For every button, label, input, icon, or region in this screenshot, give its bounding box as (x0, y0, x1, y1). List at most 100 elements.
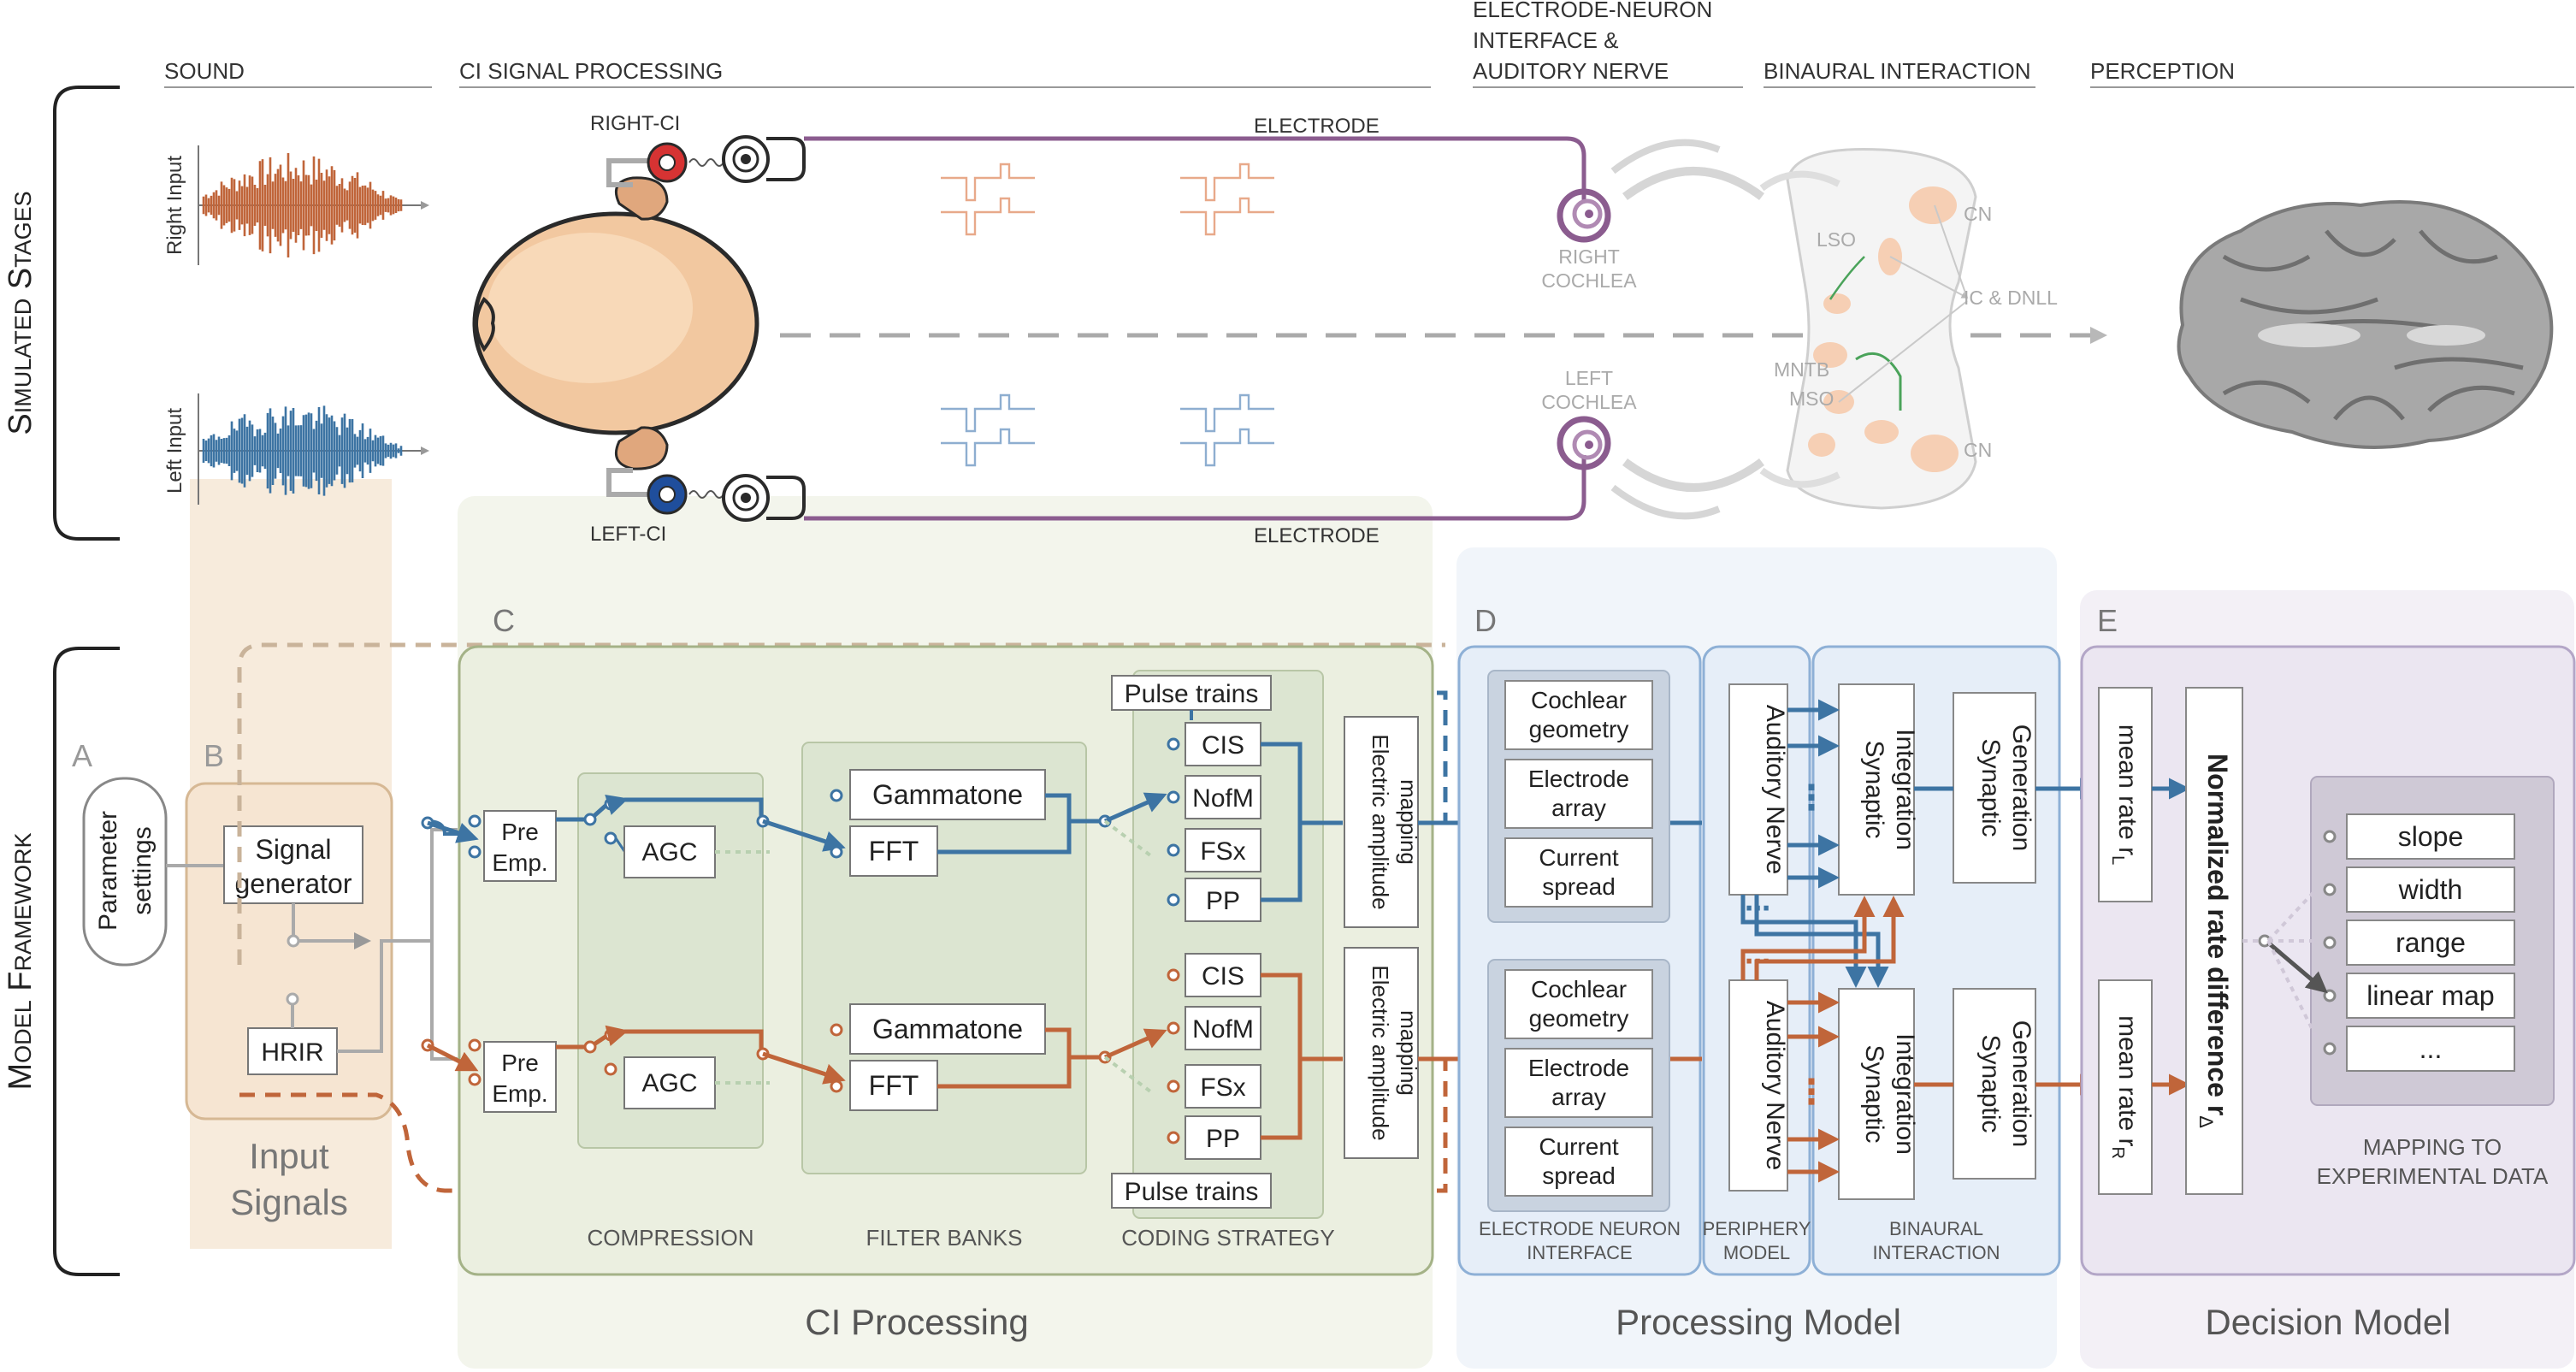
parameter-settings-label-1: Parameter (94, 811, 122, 931)
mapping-label-1-bottom: Electric amplitude (1368, 965, 1393, 1140)
left-ci-label: LEFT-CI (590, 523, 666, 546)
auditory-nerve-box-top[interactable] (1728, 683, 1788, 896)
left-cochlea-label-1: LEFT (1565, 367, 1613, 389)
left-ci-device: LEFT-CI (590, 468, 806, 546)
coding-strategy-list-top: CIS NofM FSx PP (1167, 722, 1261, 922)
hrir-box[interactable] (247, 1027, 338, 1075)
left-cochlea-label-2: COCHLEA (1541, 391, 1637, 413)
normalized-rate-difference-box[interactable] (2185, 687, 2243, 1195)
electric-amplitude-mapping-bottom[interactable] (1344, 947, 1419, 1159)
pre-emp-label-2-bottom: Emp. (492, 1080, 547, 1107)
electric-amplitude-mapping-top[interactable] (1344, 716, 1419, 928)
pulse-train-sketches (941, 163, 1274, 467)
gammatone-box-top[interactable] (849, 769, 1046, 820)
synaptic-integration-label-1-bottom: Synaptic (1860, 1044, 1888, 1143)
mapping-caption-1: MAPPING TO (2363, 1134, 2502, 1160)
current-spread-box-bottom[interactable] (1504, 1127, 1653, 1197)
input-signals-title-1: Input (249, 1136, 329, 1176)
strategy-fsx-box-top[interactable] (1185, 828, 1261, 872)
pulse-trains-box-bottom[interactable] (1111, 1173, 1272, 1209)
pre-emp-label-1-top: Pre (501, 819, 539, 845)
pre-emp-label-1-bottom: Pre (501, 1050, 539, 1076)
synaptic-integration-label-1-top: Synaptic (1860, 740, 1888, 838)
strategy-pp-box-bottom[interactable] (1185, 1115, 1261, 1160)
strategy-nofm-label-bottom: NofM (1192, 1015, 1254, 1044)
left-cochlea: LEFT COCHLEA (1541, 367, 1764, 520)
mean-rate-left-label: mean rate rL (2108, 724, 2142, 866)
side-label-model-framework: Model Framework (3, 833, 38, 1091)
cochlear-geometry-box-bottom[interactable] (1504, 969, 1653, 1039)
signal-generator-box[interactable] (223, 825, 363, 904)
cochlear-label-2-bottom: geometry (1529, 1005, 1629, 1032)
strategy-nofm-box-bottom[interactable] (1185, 1006, 1261, 1050)
mntb-label: MNTB (1774, 358, 1829, 381)
binaural-caption-1: BINAURAL (1889, 1218, 1983, 1239)
eni-stack-top: Cochlear geometry Electrode array Curren… (1487, 670, 1670, 923)
mean-rate-right-label: mean rate rR (2108, 1015, 2142, 1159)
filter-banks-caption: FILTER BANKS (866, 1225, 1022, 1251)
header-electrode-neuron-3: AUDITORY NERVE (1473, 58, 1669, 84)
synaptic-generation-box-top[interactable] (1953, 692, 2036, 884)
side-label-simulated-stages: Simulated Stages (3, 191, 38, 435)
mean-rate-left-box[interactable] (2098, 687, 2153, 902)
pre-emp-box-top[interactable] (483, 810, 557, 882)
mapping-option-1[interactable] (2346, 866, 2515, 913)
decision-model-title: Decision Model (2205, 1302, 2450, 1342)
synaptic-generation-label-2-bottom: Generation (2007, 1020, 2035, 1147)
header-electrode-neuron-1: ELECTRODE-NEURON (1473, 0, 1712, 22)
mean-rate-right-box[interactable] (2098, 979, 2153, 1195)
svg-text:⋮: ⋮ (1794, 1073, 1829, 1111)
current-spread-label-2-bottom: spread (1542, 1162, 1616, 1189)
synaptic-integration-box-bottom[interactable] (1838, 988, 1915, 1200)
left-input-waveform (202, 405, 403, 496)
agc-label-top: AGC (641, 838, 697, 866)
mapping-option-0[interactable] (2346, 813, 2515, 860)
electrode-array-box-top[interactable] (1504, 759, 1653, 829)
mapping-option-2[interactable] (2346, 920, 2515, 966)
eni-caption-2: INTERFACE (1527, 1242, 1632, 1263)
strategy-nofm-label-top: NofM (1192, 784, 1254, 813)
synaptic-generation-box-bottom[interactable] (1953, 988, 2036, 1180)
right-ci-label: RIGHT-CI (590, 112, 680, 135)
gammatone-box-bottom[interactable] (849, 1003, 1046, 1055)
cn-label-bottom: CN (1964, 439, 1992, 461)
pre-emp-box-bottom[interactable] (483, 1041, 557, 1113)
strategy-cis-box-bottom[interactable] (1185, 953, 1261, 997)
cochlear-label-2-top: geometry (1529, 716, 1629, 742)
parameter-dash-tan (237, 642, 1445, 965)
periphery-caption-1: PERIPHERY (1703, 1218, 1811, 1239)
cn-label-top: CN (1964, 203, 1992, 225)
normalized-rate-difference-label: Normalized rate difference rΔ (2195, 754, 2233, 1128)
electrode-wire-right (804, 136, 1586, 202)
eni-stack-bottom: Cochlear geometry Electrode array Curren… (1487, 959, 1670, 1212)
mapping-option-3[interactable] (2346, 973, 2515, 1019)
mapping-option-label-1: width (2398, 874, 2463, 905)
mapping-option-4[interactable] (2346, 1026, 2515, 1072)
mapping-label-2-top: mapping (1396, 779, 1421, 865)
panel-letter-a: A (72, 738, 92, 773)
right-cochlea-label-1: RIGHT (1558, 245, 1620, 268)
current-spread-label-1-bottom: Current (1539, 1133, 1619, 1160)
mapping-label-1-top: Electric amplitude (1368, 734, 1393, 909)
electrode-array-box-bottom[interactable] (1504, 1048, 1653, 1118)
cochlear-label-1-top: Cochlear (1531, 687, 1627, 713)
strategy-nofm-box-top[interactable] (1185, 775, 1261, 819)
auditory-nerve-label-bottom: Auditory Nerve (1761, 1001, 1789, 1170)
parameter-settings-box[interactable] (82, 777, 168, 967)
mapping-option-label-2: range (2396, 927, 2466, 958)
fft-box-bottom[interactable] (849, 1060, 938, 1111)
fft-label-top: FFT (869, 836, 919, 866)
compression-caption: COMPRESSION (587, 1225, 753, 1251)
right-input-label: Right Input (163, 156, 186, 255)
electrode-array-label-1-bottom: Electrode (1528, 1055, 1629, 1081)
nerve-to-integration-arrows: ⋮ ⋮ ⋯ ⋯ (1740, 699, 1905, 1183)
ci-chain-top: Pre Emp. AGC Gammatone FFT (468, 769, 1167, 882)
panel-letter-d: D (1474, 603, 1497, 638)
electrode-label-top: ELECTRODE (1254, 115, 1380, 138)
mapping-label-2-bottom: mapping (1396, 1010, 1421, 1096)
header-perception: PERCEPTION (2090, 58, 2235, 84)
cochlear-geometry-box-top[interactable] (1504, 680, 1653, 750)
ic-dnll-label: IC & DNLL (1964, 287, 2058, 309)
current-spread-box-top[interactable] (1504, 837, 1653, 908)
strategy-fsx-box-bottom[interactable] (1185, 1064, 1261, 1109)
